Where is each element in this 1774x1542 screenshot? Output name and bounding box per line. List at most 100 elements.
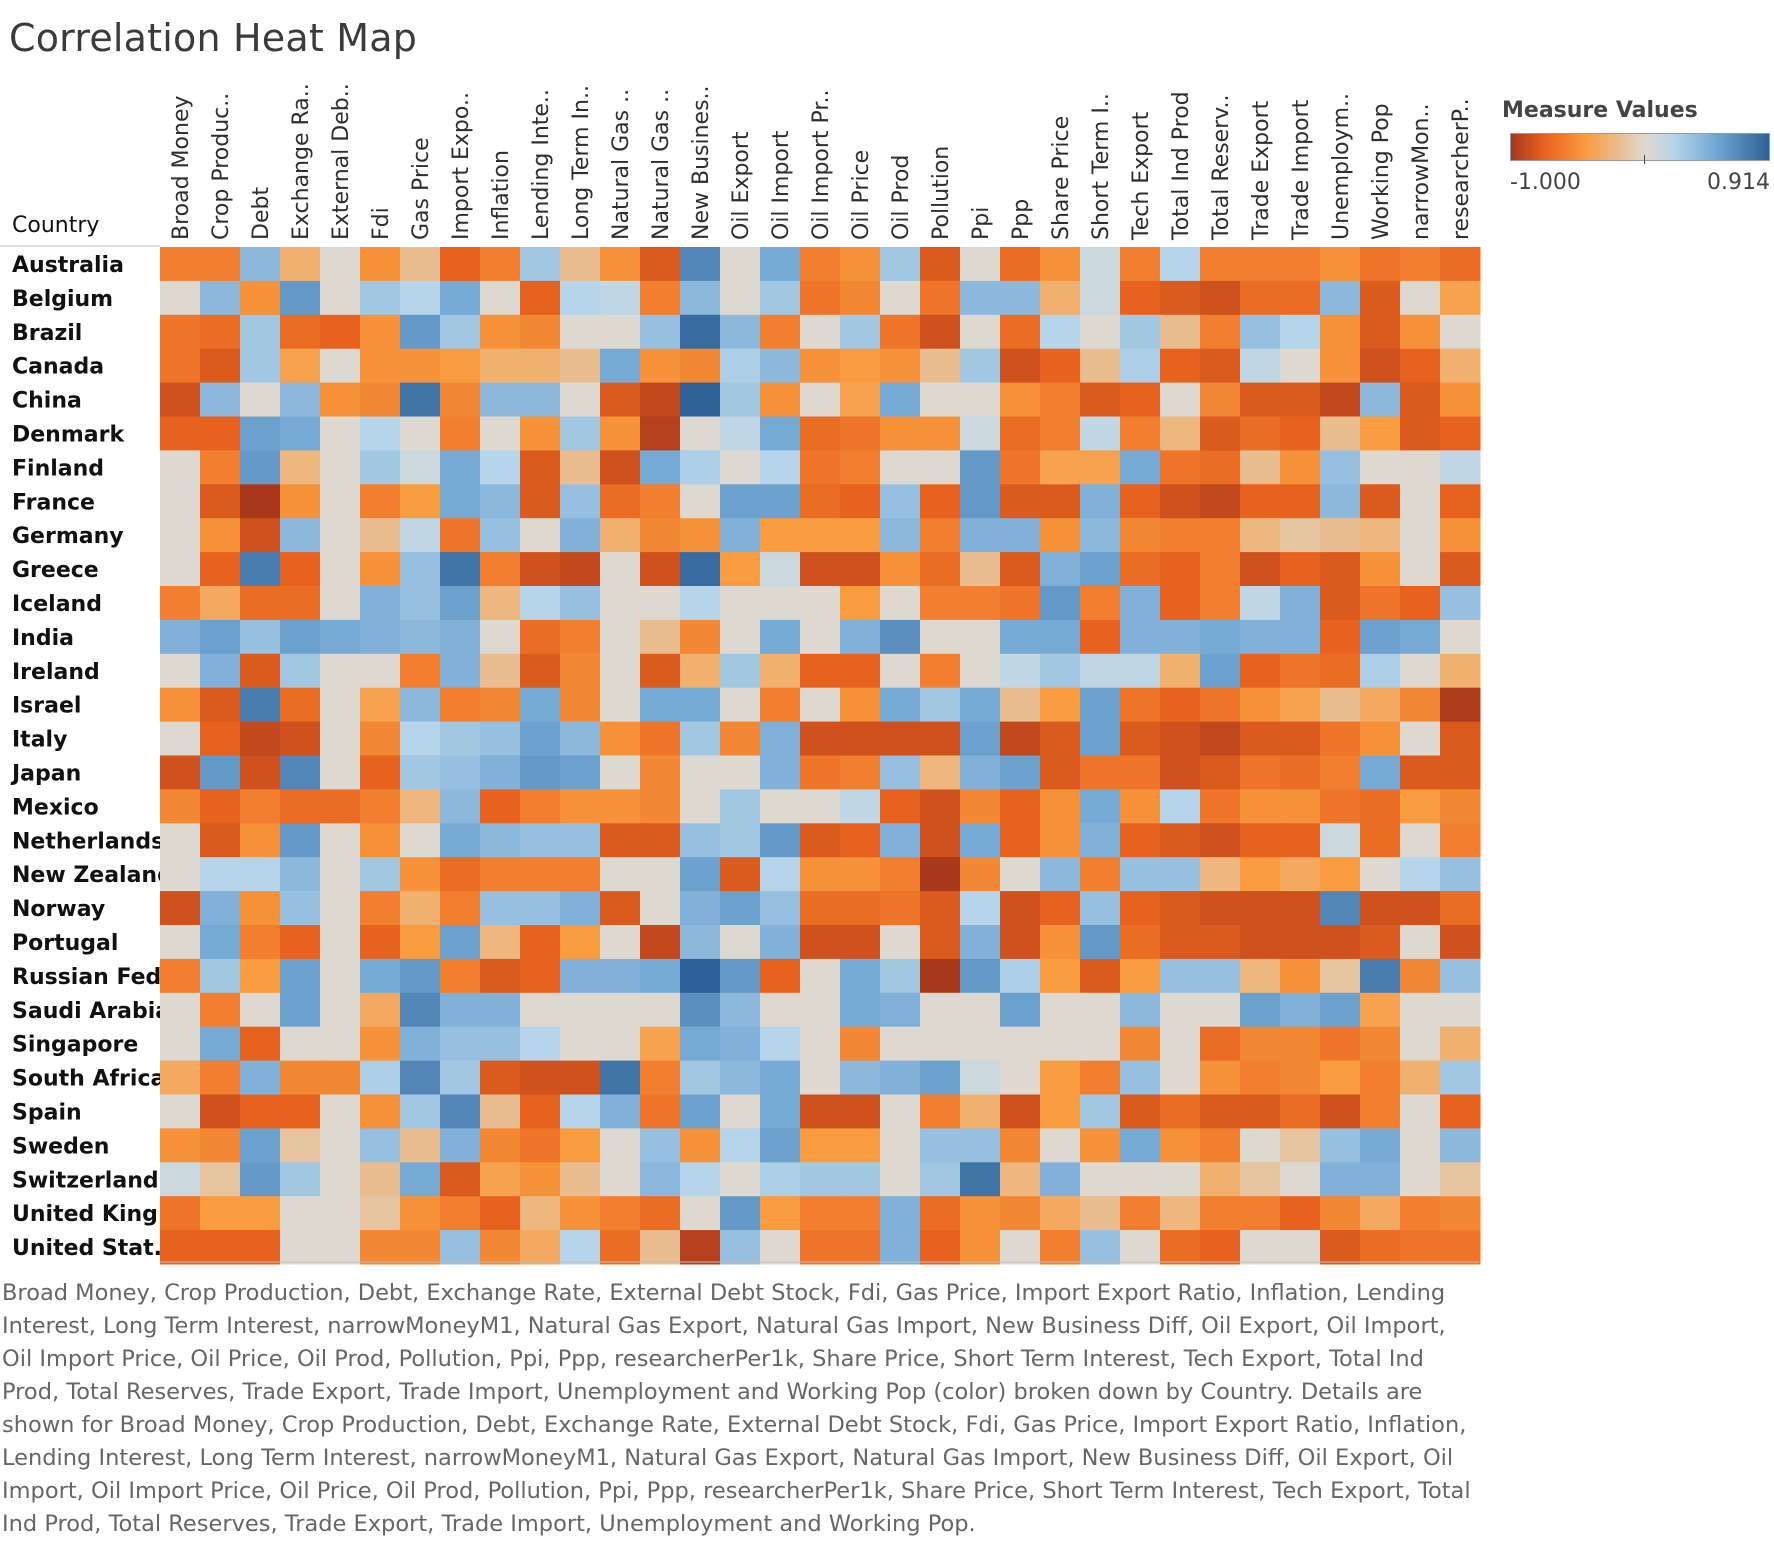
heatmap-cell[interactable] — [760, 891, 801, 926]
heatmap-cell[interactable] — [560, 925, 601, 960]
heatmap-cell[interactable] — [400, 314, 441, 350]
heatmap-cell[interactable] — [800, 586, 841, 621]
heatmap-cell[interactable] — [200, 823, 241, 858]
heatmap-cell[interactable] — [1400, 484, 1441, 519]
heatmap-cell[interactable] — [520, 1026, 561, 1062]
heatmap-cell[interactable] — [920, 789, 961, 824]
heatmap-cell[interactable] — [960, 653, 1001, 689]
heatmap-cell[interactable] — [520, 247, 561, 282]
heatmap-cell[interactable] — [1360, 857, 1401, 892]
heatmap-cell[interactable] — [600, 348, 641, 384]
heatmap-cell[interactable] — [240, 1060, 281, 1095]
heatmap-cell[interactable] — [1160, 348, 1201, 384]
heatmap-cell[interactable] — [1240, 958, 1281, 994]
heatmap-cell[interactable] — [520, 314, 561, 350]
heatmap-cell[interactable] — [440, 518, 481, 553]
heatmap-cell[interactable] — [560, 653, 601, 689]
heatmap-cell[interactable] — [480, 619, 521, 655]
heatmap-cell[interactable] — [400, 1060, 441, 1095]
heatmap-cell[interactable] — [680, 789, 721, 824]
heatmap-cell[interactable] — [880, 1196, 921, 1231]
heatmap-cell[interactable] — [920, 314, 961, 350]
heatmap-cell[interactable] — [440, 958, 481, 994]
heatmap-cell[interactable] — [800, 314, 841, 350]
heatmap-cell[interactable] — [880, 484, 921, 519]
heatmap-cell[interactable] — [600, 1230, 641, 1265]
heatmap-cell[interactable] — [720, 416, 761, 451]
heatmap-cell[interactable] — [680, 992, 721, 1028]
heatmap-cell[interactable] — [760, 1162, 801, 1197]
heatmap-cell[interactable] — [840, 586, 881, 621]
heatmap-cell[interactable] — [560, 687, 601, 723]
heatmap-cell[interactable] — [1000, 1128, 1041, 1163]
heatmap-cell[interactable] — [800, 1162, 841, 1197]
heatmap-cell[interactable] — [1360, 1094, 1401, 1129]
heatmap-cell[interactable] — [840, 789, 881, 824]
heatmap-cell[interactable] — [720, 619, 761, 655]
heatmap-cell[interactable] — [840, 484, 881, 519]
heatmap-cell[interactable] — [840, 314, 881, 350]
heatmap-cell[interactable] — [1000, 823, 1041, 858]
heatmap-cell[interactable] — [520, 518, 561, 553]
heatmap-cell[interactable] — [840, 1196, 881, 1231]
heatmap-cell[interactable] — [960, 891, 1001, 926]
heatmap-cell[interactable] — [200, 857, 241, 892]
heatmap-cell[interactable] — [1080, 992, 1121, 1028]
heatmap-cell[interactable] — [600, 721, 641, 756]
heatmap-cell[interactable] — [1360, 1230, 1401, 1265]
heatmap-cell[interactable] — [1120, 484, 1161, 519]
heatmap-cell[interactable] — [920, 653, 961, 689]
heatmap-cell[interactable] — [920, 755, 961, 790]
heatmap-cell[interactable] — [1000, 518, 1041, 553]
heatmap-cell[interactable] — [480, 1230, 521, 1265]
heatmap-cell[interactable] — [1360, 247, 1401, 282]
heatmap-cell[interactable] — [440, 891, 481, 926]
heatmap-cell[interactable] — [360, 992, 401, 1028]
heatmap-cell[interactable] — [1280, 755, 1321, 790]
heatmap-cell[interactable] — [520, 1094, 561, 1129]
heatmap-cell[interactable] — [1240, 416, 1281, 451]
heatmap-cell[interactable] — [440, 653, 481, 689]
heatmap-cell[interactable] — [1440, 247, 1481, 282]
heatmap-cell[interactable] — [240, 280, 281, 316]
heatmap-cell[interactable] — [280, 586, 321, 621]
heatmap-cell[interactable] — [1160, 1128, 1201, 1163]
heatmap-cell[interactable] — [520, 348, 561, 384]
heatmap-cell[interactable] — [1160, 687, 1201, 723]
heatmap-cell[interactable] — [1400, 958, 1441, 994]
heatmap-cell[interactable] — [240, 823, 281, 858]
heatmap-cell[interactable] — [880, 619, 921, 655]
heatmap-cell[interactable] — [360, 857, 401, 892]
heatmap-cell[interactable] — [400, 1128, 441, 1163]
heatmap-cell[interactable] — [1240, 280, 1281, 316]
heatmap-cell[interactable] — [1240, 1196, 1281, 1231]
heatmap-cell[interactable] — [200, 348, 241, 384]
heatmap-cell[interactable] — [160, 925, 201, 960]
heatmap-cell[interactable] — [920, 857, 961, 892]
heatmap-cell[interactable] — [1200, 958, 1241, 994]
heatmap-cell[interactable] — [400, 1196, 441, 1231]
heatmap-cell[interactable] — [680, 348, 721, 384]
heatmap-cell[interactable] — [720, 958, 761, 994]
heatmap-cell[interactable] — [680, 1060, 721, 1095]
heatmap-cell[interactable] — [520, 382, 561, 417]
heatmap-cell[interactable] — [1320, 416, 1361, 451]
heatmap-cell[interactable] — [320, 687, 361, 723]
heatmap-cell[interactable] — [1320, 1196, 1361, 1231]
heatmap-cell[interactable] — [600, 518, 641, 553]
heatmap-cell[interactable] — [160, 586, 201, 621]
heatmap-cell[interactable] — [1120, 755, 1161, 790]
heatmap-cell[interactable] — [1400, 586, 1441, 621]
heatmap-cell[interactable] — [800, 280, 841, 316]
heatmap-cell[interactable] — [1080, 1162, 1121, 1197]
heatmap-cell[interactable] — [640, 823, 681, 858]
heatmap-cell[interactable] — [880, 1230, 921, 1265]
heatmap-cell[interactable] — [1000, 450, 1041, 485]
heatmap-cell[interactable] — [1400, 314, 1441, 350]
heatmap-cell[interactable] — [840, 857, 881, 892]
heatmap-cell[interactable] — [640, 552, 681, 587]
heatmap-cell[interactable] — [680, 586, 721, 621]
heatmap-cell[interactable] — [1360, 1128, 1401, 1163]
heatmap-cell[interactable] — [240, 619, 281, 655]
heatmap-cell[interactable] — [160, 382, 201, 417]
